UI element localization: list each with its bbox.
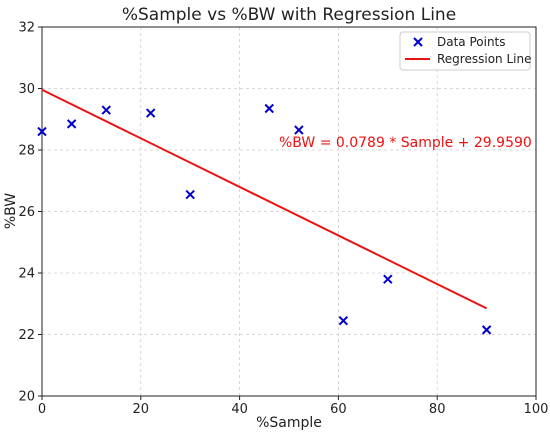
series: [37, 88, 492, 335]
data-point: [481, 325, 492, 335]
marker-stroke: [66, 119, 77, 129]
x-tick-label: 100: [524, 402, 549, 417]
y-tick-label: 24: [18, 267, 35, 282]
x-tick-label: 60: [330, 402, 347, 417]
marker-stroke: [413, 37, 423, 47]
legend-x-marker: [413, 37, 423, 47]
data-point: [383, 274, 393, 284]
marker-stroke: [481, 325, 492, 335]
data-point: [66, 119, 77, 129]
chart-title: %Sample vs %BW with Regression Line: [122, 5, 456, 25]
y-tick-label: 20: [18, 390, 35, 405]
marker-stroke: [185, 189, 195, 200]
regression-equation-annotation: %BW = 0.0789 * Sample + 29.9590: [279, 135, 532, 151]
marker-stroke: [101, 105, 111, 115]
legend-box: [399, 31, 531, 71]
y-tick-label: 28: [18, 144, 35, 159]
data-point: [37, 126, 47, 137]
marker-stroke: [145, 108, 156, 118]
data-point: [294, 125, 304, 135]
x-axis-label: %Sample: [256, 415, 322, 431]
x-tick-label: 20: [133, 402, 150, 417]
legend-label-regression-line: Regression Line: [437, 52, 531, 66]
x-tick-label: 40: [231, 402, 248, 417]
legend-marker-data-points: [413, 37, 423, 47]
data-point: [145, 108, 156, 118]
data-point: [264, 103, 274, 114]
y-tick-label: 30: [18, 82, 35, 97]
marker-stroke: [338, 315, 349, 326]
y-tick-label: 26: [18, 205, 35, 220]
marker-stroke: [294, 125, 304, 135]
legend-label-data-points: Data Points: [437, 35, 506, 49]
data-point: [101, 105, 111, 115]
y-axis-ticks: 20 22 24 26 28 30 32: [18, 21, 42, 405]
data-point: [338, 315, 349, 326]
marker-stroke: [383, 274, 393, 284]
data-point: [185, 189, 195, 200]
y-axis-label: %BW: [3, 193, 19, 229]
marker-stroke: [264, 103, 274, 114]
x-tick-label: 80: [429, 402, 446, 417]
x-tick-label: 0: [38, 402, 46, 417]
x-axis-ticks: 0 20 40 60 80 100: [38, 396, 549, 417]
legend: Data Points Regression Line: [399, 31, 531, 71]
y-tick-label: 22: [18, 328, 35, 343]
regression-line: [41, 88, 488, 310]
marker-stroke: [37, 126, 47, 137]
y-tick-label: 32: [18, 21, 35, 36]
